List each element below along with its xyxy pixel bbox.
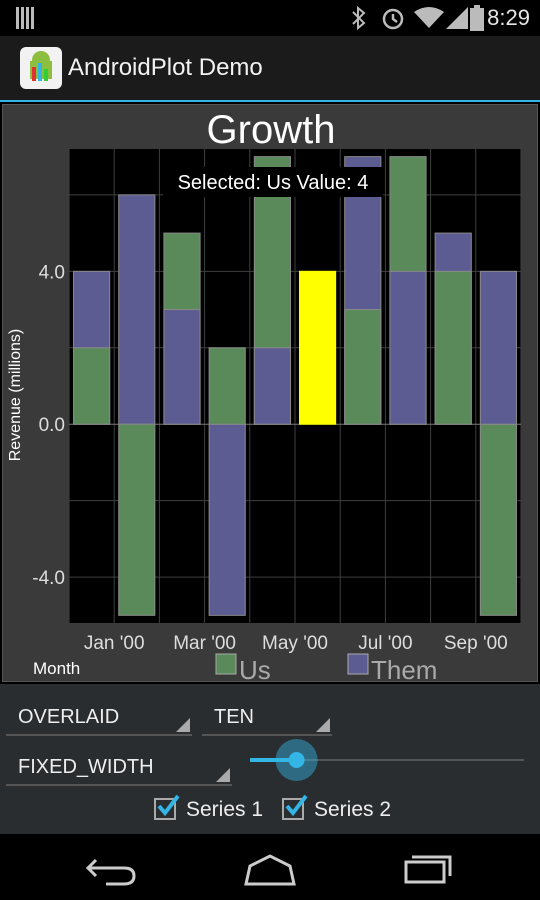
bar-them-7[interactable]: [389, 270, 427, 425]
x-tick-label: Mar '00: [173, 633, 236, 654]
legend-label-us: Us: [239, 655, 271, 683]
legend-swatch-them: [347, 653, 369, 675]
checkmark-icon: [157, 794, 180, 817]
bluetooth-icon: [352, 6, 366, 30]
wifi-icon: [414, 7, 444, 28]
bar-chart[interactable]: 4.0 0.0 -4.0 Jan '00 Mar '00 May '00 Jul '00 Se…: [3, 105, 539, 683]
selection-label: Selected: Us Value: 4: [178, 172, 369, 194]
checkmark-icon: [285, 794, 308, 817]
spinner-arrow-icon: [176, 718, 190, 732]
bar-us-0[interactable]: [73, 347, 111, 425]
bar-them-9[interactable]: [479, 270, 517, 425]
clock: 8:29: [487, 5, 530, 30]
signal-icon: [446, 7, 468, 29]
render-mode-spinner[interactable]: OVERLAID: [6, 692, 192, 736]
bar-us-3[interactable]: [208, 347, 246, 425]
y-tick-label: 0.0: [39, 415, 65, 436]
slider-thumb[interactable]: [288, 752, 305, 768]
selection-label-bg: [163, 167, 383, 197]
navigation-bar: [0, 834, 540, 900]
bar-us-5[interactable]: [299, 270, 337, 425]
series1-checkbox-box[interactable]: [154, 794, 180, 820]
bar-them-2[interactable]: [163, 309, 201, 425]
bar-count-spinner[interactable]: TEN: [202, 692, 332, 736]
width-mode-value: FIXED_WIDTH: [18, 756, 154, 778]
series2-label: Series 2: [314, 798, 392, 821]
y-axis-label: Revenue (millions): [7, 329, 24, 462]
alarm-icon: [382, 8, 404, 30]
bar-them-3[interactable]: [208, 423, 246, 616]
androidplot-app-icon[interactable]: [20, 47, 62, 89]
x-tick-label: Jul '00: [358, 633, 412, 654]
bar-them-1[interactable]: [118, 194, 156, 425]
bar-us-8[interactable]: [434, 270, 472, 425]
series1-label: Series 1: [186, 798, 264, 821]
x-axis-label: Month: [33, 659, 80, 678]
bar-us-6[interactable]: [344, 309, 382, 425]
bar-us-1[interactable]: [118, 423, 156, 616]
y-tick-label: -4.0: [32, 568, 65, 589]
bar-width-slider[interactable]: [246, 734, 528, 784]
chart-title: Growth: [207, 108, 336, 152]
recents-icon[interactable]: [402, 850, 454, 886]
plot-panel[interactable]: 4.0 0.0 -4.0 Jan '00 Mar '00 May '00 Jul '00 Se…: [2, 104, 539, 683]
series2-checkbox[interactable]: Series 2: [282, 792, 406, 828]
status-bar: 8:29: [0, 0, 540, 36]
legend-label-them: Them: [371, 655, 437, 683]
spinner-arrow-icon: [216, 768, 230, 782]
back-icon[interactable]: [84, 852, 140, 888]
bar-us-9[interactable]: [479, 423, 517, 616]
width-mode-spinner[interactable]: FIXED_WIDTH: [6, 742, 232, 786]
home-icon[interactable]: [242, 852, 298, 888]
battery-icon: [470, 5, 484, 31]
x-tick-label: May '00: [262, 633, 328, 654]
bar-them-4[interactable]: [253, 347, 291, 425]
notification-icon: [16, 7, 34, 29]
app-title: AndroidPlot Demo: [68, 54, 263, 81]
x-tick-label: Jan '00: [84, 633, 145, 654]
render-mode-value: OVERLAID: [18, 706, 120, 728]
series2-checkbox-box[interactable]: [282, 794, 308, 820]
y-tick-label: 4.0: [39, 262, 65, 283]
bar-count-value: TEN: [214, 706, 254, 728]
controls-panel: OVERLAID TEN FIXED_WIDTH: [0, 684, 540, 834]
action-bar: AndroidPlot Demo: [0, 36, 540, 102]
series1-checkbox[interactable]: Series 1: [154, 792, 274, 828]
x-tick-label: Sep '00: [444, 633, 508, 654]
spinner-arrow-icon: [316, 718, 330, 732]
legend-swatch-us: [215, 653, 237, 675]
